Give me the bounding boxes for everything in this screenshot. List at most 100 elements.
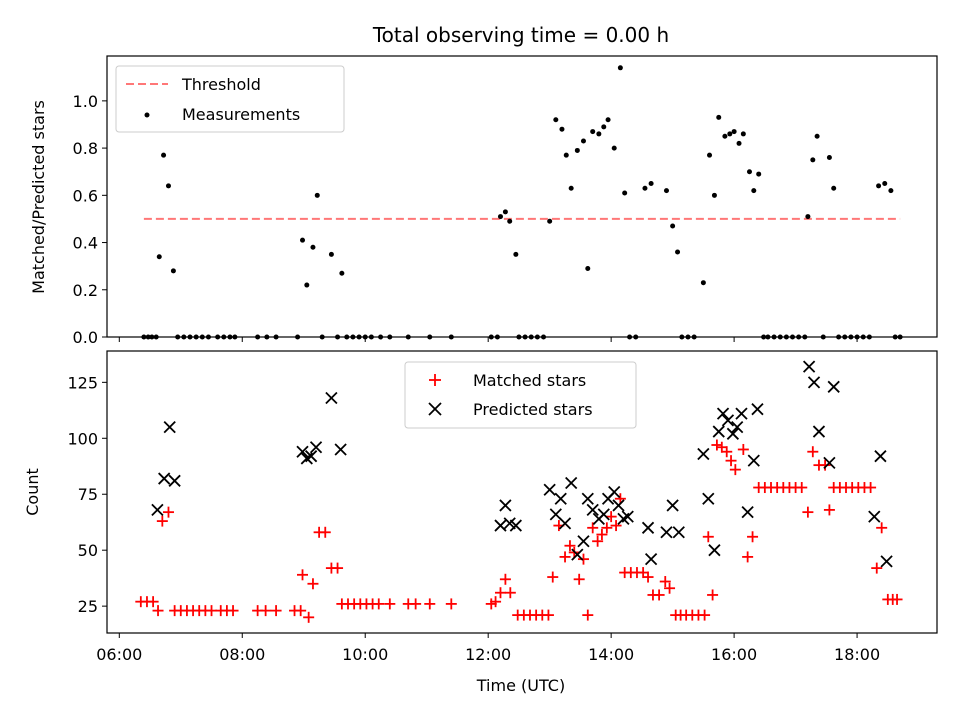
measurement-point [601, 124, 607, 130]
legend-matched-swatch [429, 374, 441, 386]
matched-star-point [307, 578, 319, 590]
matched-star-point [373, 598, 385, 610]
top-y-tick-label: 0.8 [73, 139, 98, 158]
measurement-point [826, 155, 832, 161]
predicted-star-point [716, 407, 730, 420]
predicted-star-point [747, 454, 760, 467]
measurement-point [547, 218, 553, 224]
legend-threshold-label: Threshold [181, 75, 261, 94]
predicted-star-point [151, 503, 164, 517]
top-y-tick-label: 0.6 [73, 186, 98, 205]
measurement-point [563, 152, 569, 158]
measurement-point [876, 183, 882, 189]
matched-star-point [802, 506, 814, 518]
matched-star-point [702, 531, 714, 543]
predicted-star-point [296, 445, 309, 458]
measurement-point [605, 117, 611, 123]
bottom-y-tick-label: 100 [67, 429, 98, 448]
measurement-point [497, 214, 503, 220]
matched-star-point [711, 439, 723, 451]
matched-star-point [605, 511, 617, 523]
predicted-star-point [868, 510, 881, 523]
predicted-star-point [672, 526, 685, 539]
matched-star-point [871, 562, 883, 574]
predicted-star-point [731, 420, 744, 434]
matched-star-point [582, 609, 594, 621]
matched-star-point [742, 551, 754, 563]
matched-star-point [303, 611, 315, 623]
predicted-star-point [708, 544, 721, 557]
matched-star-point [332, 562, 344, 574]
legend-predicted-label: Predicted stars [473, 400, 593, 419]
measurement-point [314, 192, 320, 198]
bottom-x-tick-label: 08:00 [219, 645, 265, 664]
predicted-star-point [597, 508, 610, 521]
measurement-point [513, 251, 519, 257]
predicted-star-point [577, 535, 590, 548]
measurement-point [740, 131, 746, 137]
measurement-point [339, 270, 345, 276]
measurement-point [711, 192, 717, 198]
matched-star-point [796, 482, 808, 494]
measurement-point [170, 268, 176, 274]
measurement-point [300, 237, 306, 243]
matched-star-point [721, 446, 733, 458]
measurement-point [736, 140, 742, 146]
legend-matched-label: Matched stars [473, 371, 586, 390]
predicted-star-point [565, 476, 578, 490]
matched-star-point [547, 571, 559, 583]
predicted-star-point [874, 450, 887, 463]
matched-star-point [725, 455, 737, 467]
measurement-point [596, 131, 602, 137]
predicted-star-point [543, 483, 556, 496]
bottom-x-axis-label: Time (UTC) [476, 676, 565, 695]
predicted-star-point [721, 414, 735, 427]
predicted-star-point [702, 492, 715, 505]
measurement-point [617, 65, 623, 71]
predicted-star-point [168, 474, 181, 487]
top-axes-frame [106, 55, 938, 338]
measurement-point [574, 147, 580, 153]
measurement-point [559, 126, 565, 132]
matched-star-point [424, 598, 436, 610]
matched-star-point [445, 598, 457, 610]
measurement-point [727, 131, 733, 137]
matched-star-point [319, 526, 331, 538]
predicted-star-point [735, 407, 748, 420]
predicted-star-point [644, 553, 658, 566]
measurement-point [156, 254, 162, 260]
matched-star-point [295, 605, 307, 617]
predicted-star-point [304, 450, 318, 463]
predicted-star-point [586, 503, 599, 517]
measurement-point [810, 157, 816, 163]
matched-star-point [642, 571, 654, 583]
bottom-x-tick-label: 10:00 [342, 645, 388, 664]
matched-star-point [559, 551, 571, 563]
top-y-tick-label: 0.2 [73, 281, 98, 300]
measurement-point [580, 138, 586, 144]
predicted-star-point [812, 425, 826, 438]
matched-star-point [384, 598, 396, 610]
predicted-star-point [612, 499, 625, 512]
predicted-star-point [554, 492, 567, 505]
measurement-point [888, 188, 894, 194]
measurement-point [165, 183, 171, 189]
measurement-point [805, 214, 811, 220]
measurement-point [585, 266, 591, 272]
bottom-x-tick-label: 14:00 [588, 645, 634, 664]
matched-star-point [152, 605, 164, 617]
matched-star-point [504, 587, 516, 599]
measurement-point [648, 181, 654, 187]
bottom-panel: 25 50 75 100 125 06:00 08:00 10:00 12:00 14:00 16… [23, 350, 938, 695]
measurement-point [831, 185, 837, 191]
measurement-point [611, 145, 617, 151]
matched-star-point [577, 553, 589, 565]
predicted-star-point [309, 441, 323, 454]
matched-star-point [490, 596, 502, 608]
legend-predicted-swatch [428, 402, 442, 416]
measurement-point [722, 133, 728, 139]
bottom-x-tick-label: 18:00 [834, 645, 880, 664]
predicted-star-point [621, 510, 634, 523]
matched-star-point [206, 605, 218, 617]
